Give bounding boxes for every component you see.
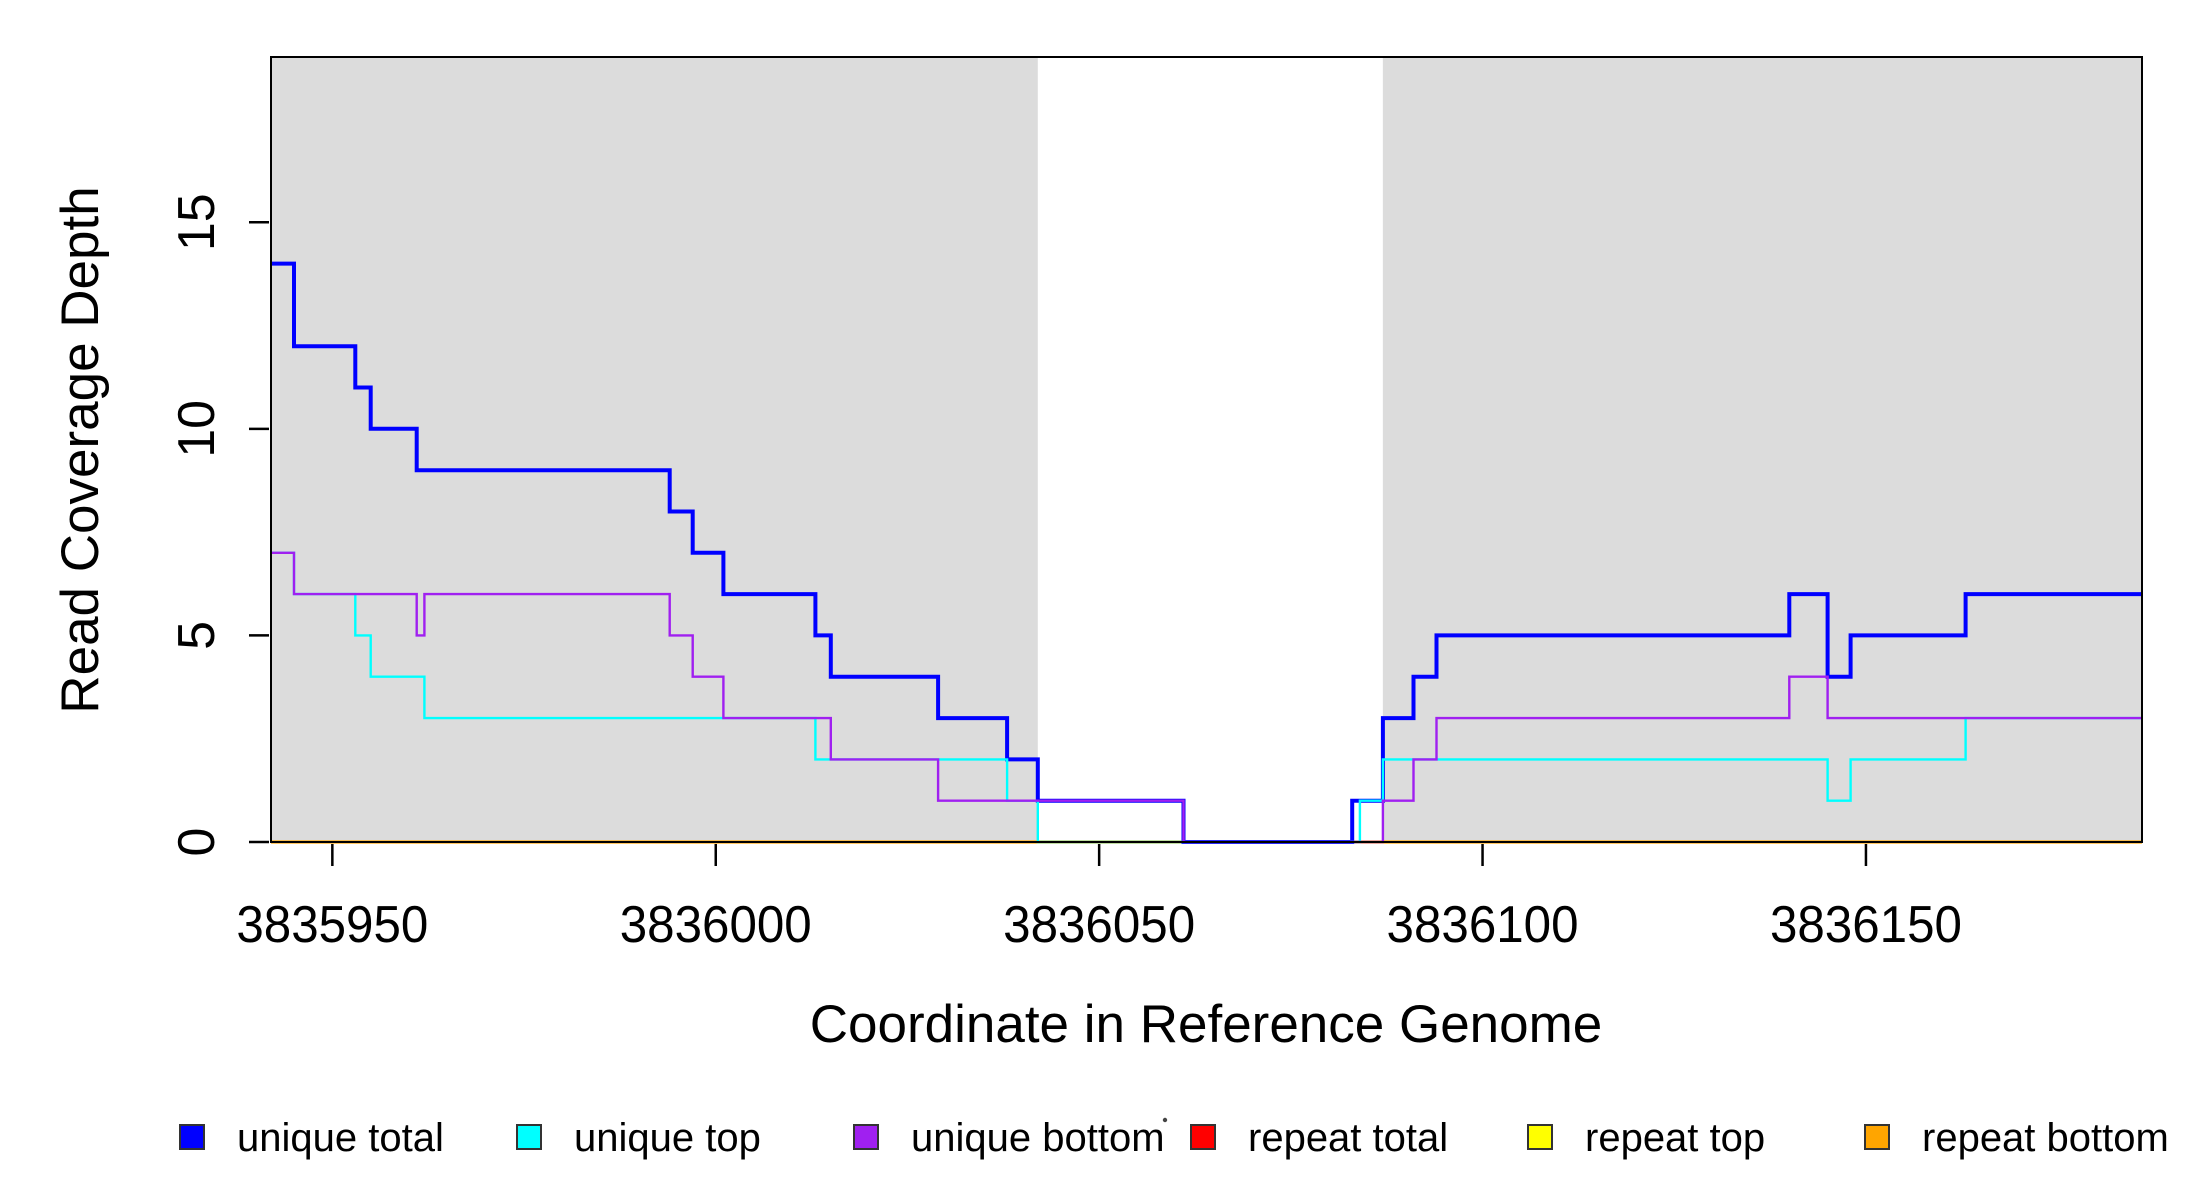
legend-label-repeat-top: repeat top	[1585, 1116, 1765, 1160]
legend-label-unique-total: unique total	[237, 1116, 444, 1160]
y-tick-label: 15	[168, 193, 226, 251]
x-tick-label: 3836000	[620, 896, 812, 954]
series-line-unique-total	[271, 261, 2142, 844]
legend-label-unique-bottom: unique bottom	[911, 1116, 1165, 1160]
gray-region-right	[1382, 58, 2142, 841]
shaded-regions	[271, 58, 2142, 841]
legend-label-repeat-bottom: repeat bottom	[1922, 1116, 2169, 1160]
y-tick-label: 0	[168, 828, 226, 857]
y-axis-title: Read Coverage Depth	[51, 186, 110, 713]
legend-swatch-unique-bottom	[853, 1124, 879, 1150]
legend-swatch-repeat-bottom	[1864, 1124, 1890, 1150]
axis-ticks: 3835950 3836000 3836050 3836100 3836150 0 5 10 1…	[168, 193, 1962, 954]
x-tick-label: 3835950	[236, 896, 428, 954]
x-tick-label: 3836100	[1387, 896, 1579, 954]
legend-swatch-repeat-top	[1527, 1124, 1553, 1150]
legend-swatch-unique-top	[516, 1124, 542, 1150]
artifact-dot	[1162, 1117, 1168, 1123]
y-tick-label: 10	[168, 400, 226, 458]
x-axis-title: Coordinate in Reference Genome	[810, 995, 1603, 1054]
legend-label-unique-top: unique top	[574, 1116, 761, 1160]
x-tick-label: 3836050	[1003, 896, 1195, 954]
legend-label-repeat-total: repeat total	[1248, 1116, 1448, 1160]
legend-swatch-repeat-total	[1190, 1124, 1216, 1150]
legend: unique total unique top unique bottom repea…	[179, 1116, 2169, 1160]
legend-swatch-unique-total	[179, 1124, 205, 1150]
x-tick-label: 3836150	[1770, 896, 1962, 954]
gray-region-left	[271, 58, 1038, 841]
series-line-unique-bottom	[271, 551, 2142, 844]
y-tick-label: 5	[168, 621, 226, 650]
plot-border-box	[270, 56, 2143, 843]
